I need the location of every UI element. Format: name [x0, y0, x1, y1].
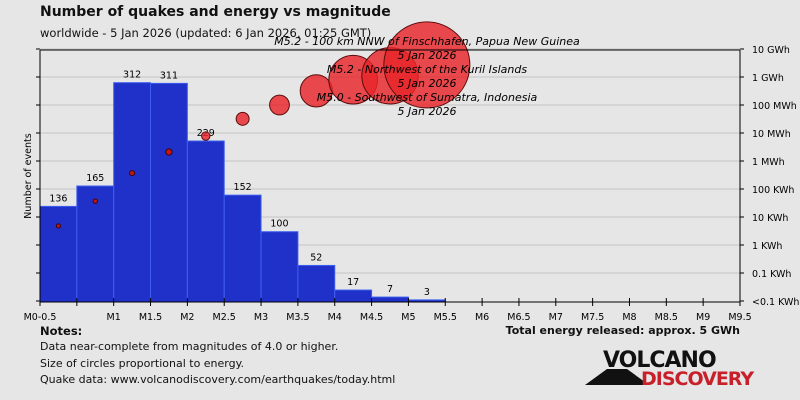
bar: [186, 140, 225, 303]
bar: [223, 194, 262, 303]
bar-label: 100: [270, 219, 288, 230]
energy-tick-label: 10 MWh: [752, 129, 791, 140]
x-tick-label: M4.5: [360, 312, 383, 323]
y-axis-label: Number of events: [23, 133, 34, 218]
chart-subtitle: worldwide - 5 Jan 2026 (updated: 6 Jan 2…: [40, 26, 372, 40]
logo-text-1: VOLCANO: [603, 348, 716, 373]
x-tick-label: M2.5: [213, 312, 236, 323]
x-tick-label: M6.5: [507, 312, 530, 323]
energy-circle: [269, 94, 290, 116]
bar-label: 165: [86, 173, 104, 184]
energy-tick-label: 10 KWh: [752, 213, 788, 224]
bar-label: 7: [387, 284, 393, 295]
x-tick-label: M5: [401, 312, 415, 323]
energy-circle: [235, 111, 250, 126]
x-tick-label: M0-0.5: [24, 312, 57, 323]
note-line: Data near-complete from magnitudes of 4.…: [40, 340, 339, 353]
notes-heading: Notes:: [40, 324, 83, 338]
chart-title: Number of quakes and energy vs magnitude: [40, 4, 391, 20]
x-tick-label: M1.5: [139, 312, 162, 323]
x-tick-label: M2: [180, 312, 194, 323]
note-line: Size of circles proportional to energy.: [40, 357, 245, 370]
energy-tick-label: 100 KWh: [752, 185, 794, 196]
energy-circle: [201, 131, 211, 141]
bar: [150, 82, 188, 303]
bar: [113, 82, 152, 303]
energy-tick-label: 1 KWh: [752, 241, 782, 252]
energy-tick-label: 1 MWh: [752, 157, 785, 168]
bar: [260, 231, 299, 303]
bar-label: 312: [123, 70, 141, 81]
annotation-date: 5 Jan 2026: [398, 105, 457, 118]
total-energy: Total energy released: approx. 5 GWh: [505, 324, 740, 337]
energy-circle: [165, 148, 173, 156]
annotation-title: M5.2 - 100 km NNW of Finschhafen, Papua …: [274, 35, 580, 48]
energy-circle: [383, 21, 471, 109]
bar: [334, 289, 373, 303]
x-tick-label: M9.5: [728, 312, 751, 323]
annotations: M5.2 - 100 km NNW of Finschhafen, Papua …: [274, 35, 580, 118]
annotation-title: M5.0 - Southwest of Sumatra, Indonesia: [317, 91, 538, 104]
bar-label: 152: [234, 182, 252, 193]
logo-text-2: DISCOVERY: [641, 368, 754, 387]
volcanodiscovery-logo[interactable]: VOLCANO DISCOVERY: [585, 347, 755, 387]
energy-circle: [92, 198, 98, 204]
annotation-date: 5 Jan 2026: [398, 49, 457, 62]
x-tick-label: M5.5: [434, 312, 457, 323]
x-tick-label: M6: [475, 312, 489, 323]
bar-label: 136: [49, 193, 67, 204]
x-tick-label: M8: [622, 312, 636, 323]
note-line: Quake data: www.volcanodiscovery.com/ear…: [40, 373, 396, 386]
bar-label: 3: [424, 287, 430, 298]
axes: <0.1 KWh 0.1 KWh 1 KWh 10 KWh 100 KWh 1 MWh 10…: [24, 45, 800, 323]
bar-label: 52: [310, 252, 322, 263]
bar-label: 17: [347, 277, 359, 288]
annotation-title: M5.2 - Northwest of the Kuril Islands: [327, 63, 527, 76]
x-tick-label: M3.5: [286, 312, 309, 323]
annotation-date: 5 Jan 2026: [398, 77, 457, 90]
x-tick-label: M9: [696, 312, 710, 323]
energy-circles: [55, 21, 471, 229]
energy-tick-label: 100 MWh: [752, 101, 797, 112]
energy-tick-label: 1 GWh: [752, 73, 784, 84]
x-tick-label: M8.5: [655, 312, 678, 323]
energy-tick-label: 0.1 KWh: [752, 269, 791, 280]
bar: [39, 205, 78, 303]
bar-label: 311: [160, 70, 178, 81]
x-tick-label: M3: [254, 312, 268, 323]
x-tick-label: M7: [549, 312, 563, 323]
energy-circle: [129, 170, 136, 177]
bars: [39, 82, 446, 303]
bar: [371, 296, 409, 303]
x-tick-label: M1: [107, 312, 121, 323]
x-tick-label: M4: [328, 312, 342, 323]
energy-tick-label: 10 GWh: [752, 45, 790, 56]
energy-circle: [55, 223, 61, 229]
energy-tick-label: <0.1 KWh: [752, 297, 799, 308]
bar: [297, 264, 336, 303]
x-tick-label: M7.5: [581, 312, 604, 323]
